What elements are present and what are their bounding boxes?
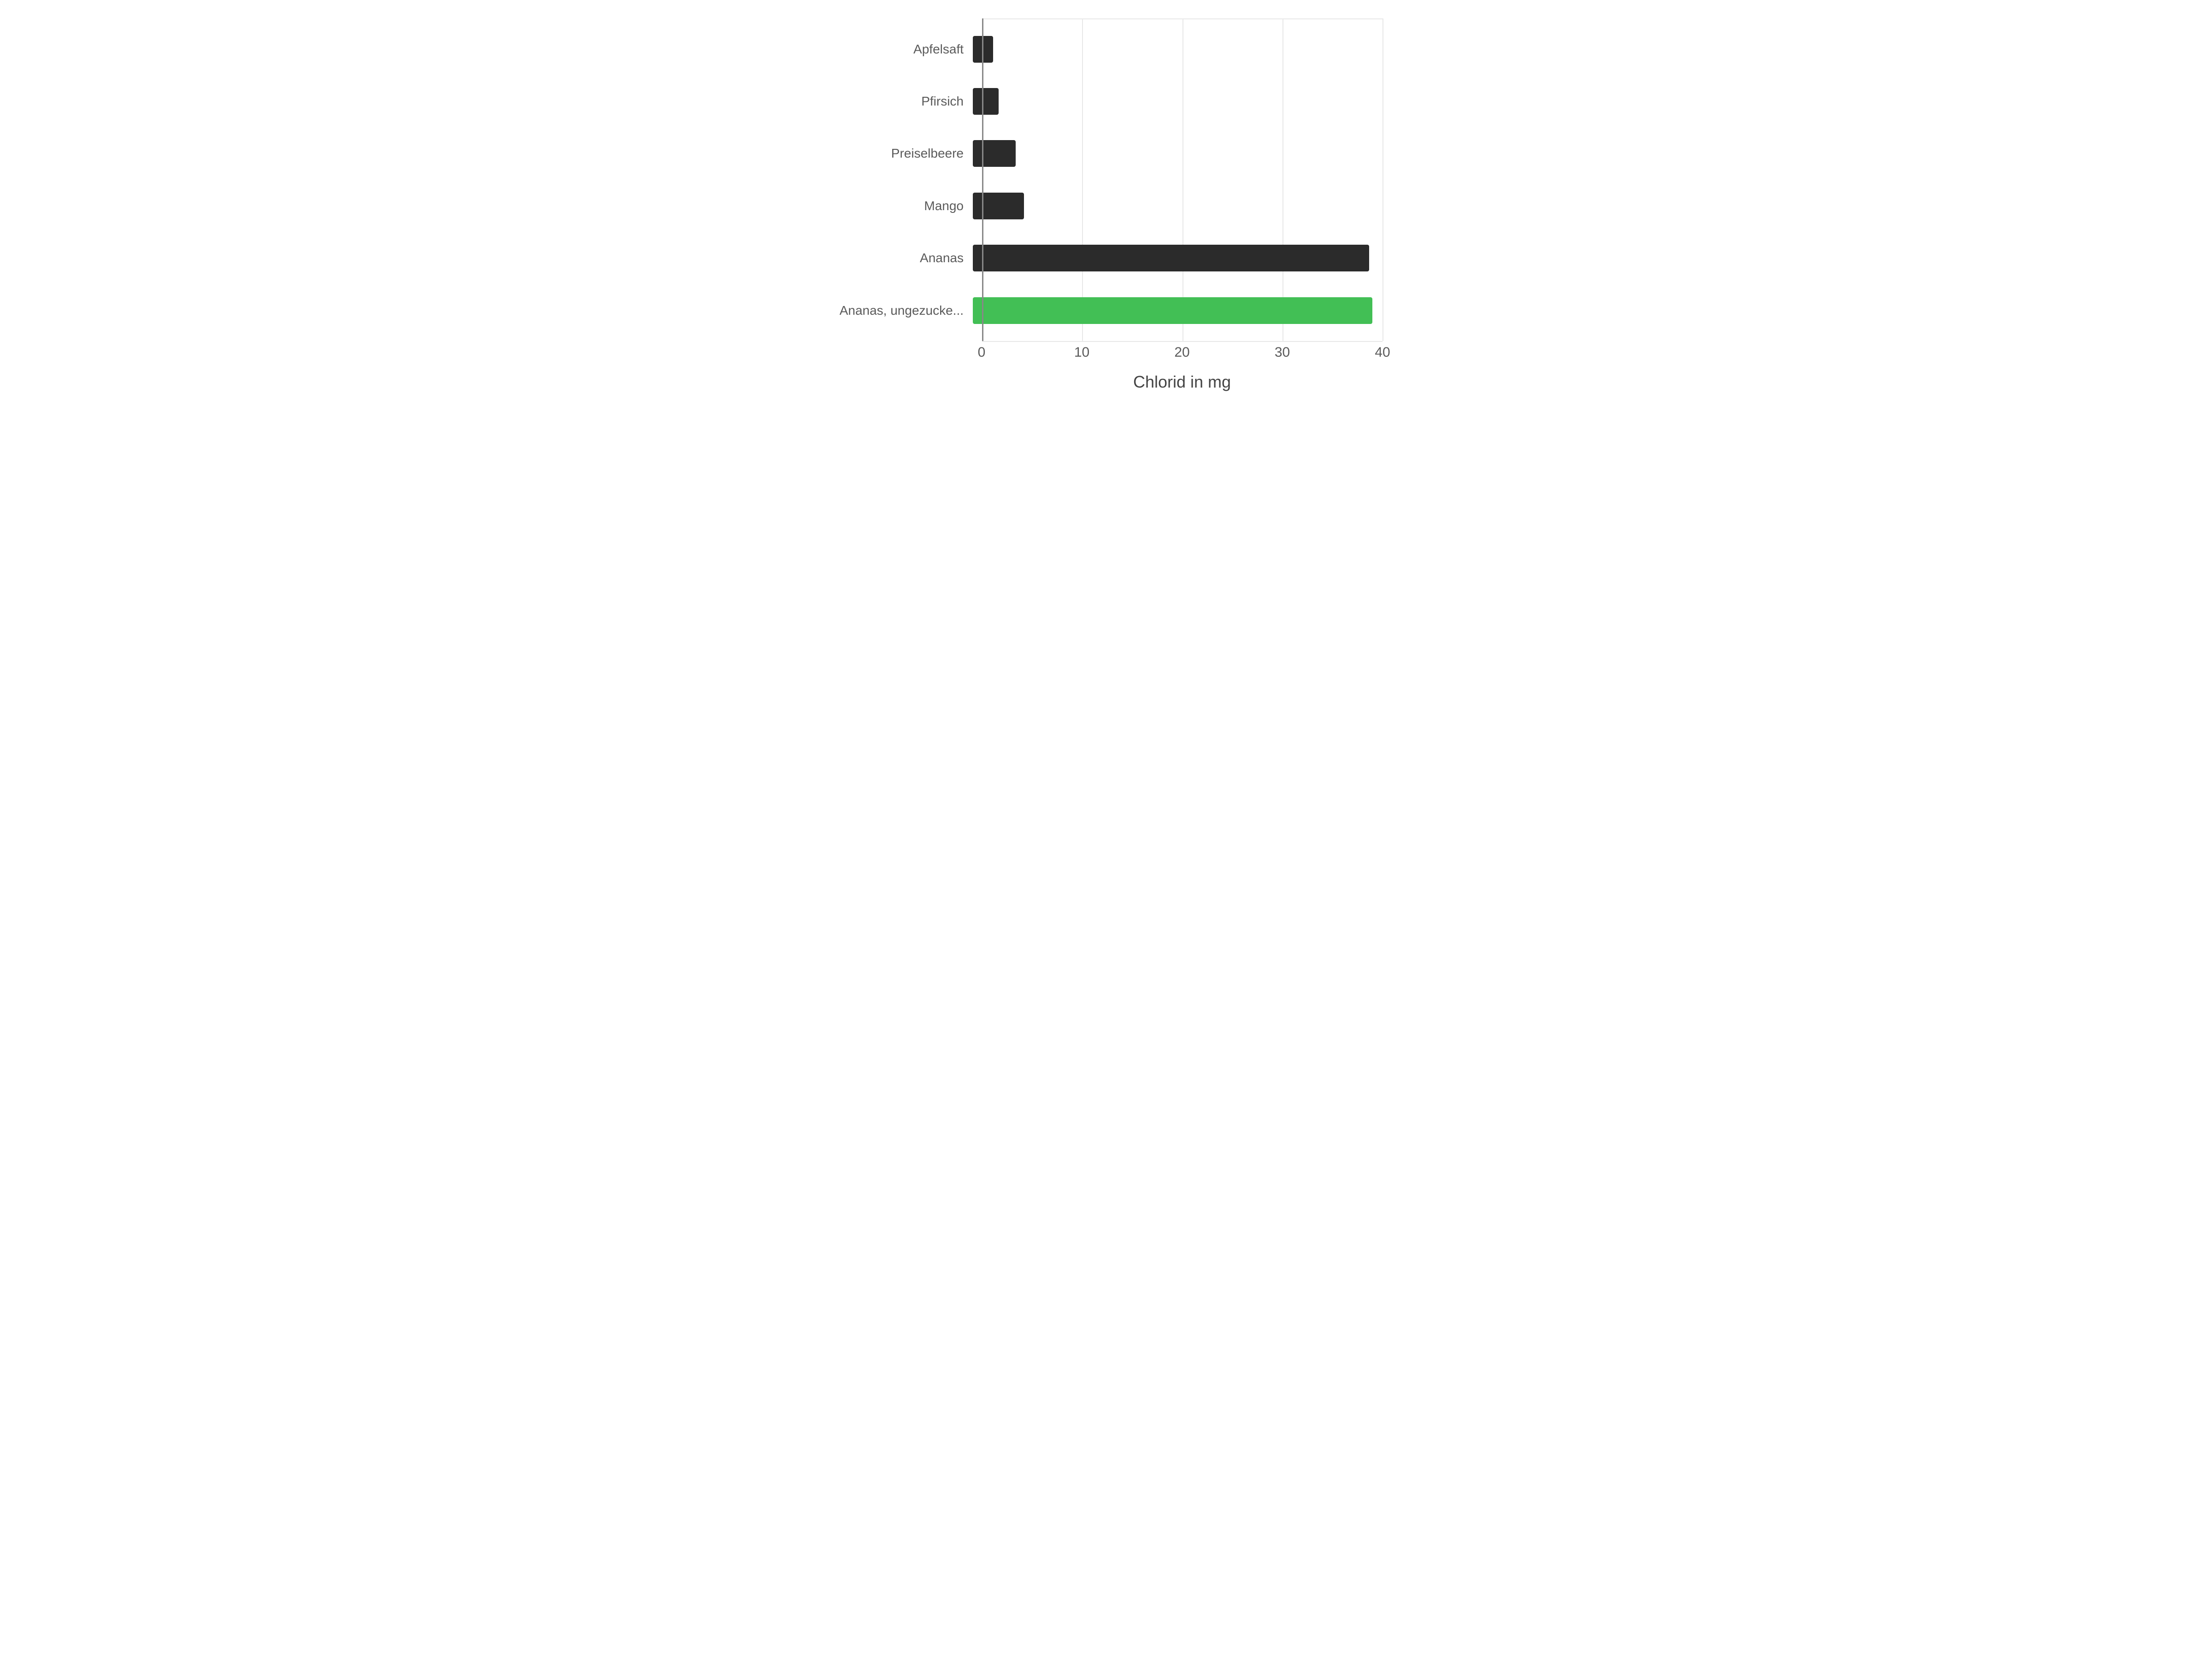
category-label: Preiselbeere [830, 146, 973, 161]
bar [973, 140, 1016, 167]
chart-row: Preiselbeere [830, 140, 1382, 167]
plot-area: ApfelsaftPfirsichPreiselbeereMangoAnanas… [982, 18, 1382, 341]
bar [973, 297, 1372, 324]
x-tick-label: 30 [1275, 345, 1290, 360]
bar [973, 193, 1024, 219]
bar [973, 88, 999, 115]
bar-track [973, 245, 1382, 271]
bar-track [973, 36, 1382, 63]
chart-container: Apfelsaft Pfirsich Preiselbeere Mango Ananas… [830, 18, 1382, 392]
chart: Apfelsaft Pfirsich Preiselbeere Mango Ananas… [830, 18, 1382, 392]
x-tick-label: 40 [1375, 345, 1390, 360]
chart-row: Pfirsich [830, 88, 1382, 115]
category-label: Mango [830, 199, 973, 213]
chart-row: Apfelsaft [830, 36, 1382, 63]
chart-row: Mango [830, 193, 1382, 219]
x-axis: 010203040 [982, 341, 1382, 369]
y-axis-baseline [982, 18, 983, 341]
category-label: Pfirsich [830, 94, 973, 109]
gridline-v [1382, 18, 1383, 341]
bar-track [973, 193, 1382, 219]
gridline-v [1082, 18, 1083, 341]
gridline-v [1282, 18, 1283, 341]
category-label: Ananas, ungezucke... [830, 303, 973, 318]
category-label: Ananas [830, 251, 973, 265]
bar-track [973, 297, 1382, 324]
gridline-v [1182, 18, 1183, 341]
x-tick-label: 10 [1074, 345, 1089, 360]
x-axis-label: Chlorid in mg [982, 372, 1382, 392]
gridline-h [982, 18, 1382, 19]
bar-track [973, 88, 1382, 115]
bar-track [973, 140, 1382, 167]
category-label: Apfelsaft [830, 42, 973, 57]
bar [973, 245, 1369, 271]
x-tick-label: 0 [978, 345, 986, 360]
chart-row: Ananas [830, 245, 1382, 271]
chart-row: Ananas, ungezucke... [830, 297, 1382, 324]
x-tick-label: 20 [1174, 345, 1189, 360]
